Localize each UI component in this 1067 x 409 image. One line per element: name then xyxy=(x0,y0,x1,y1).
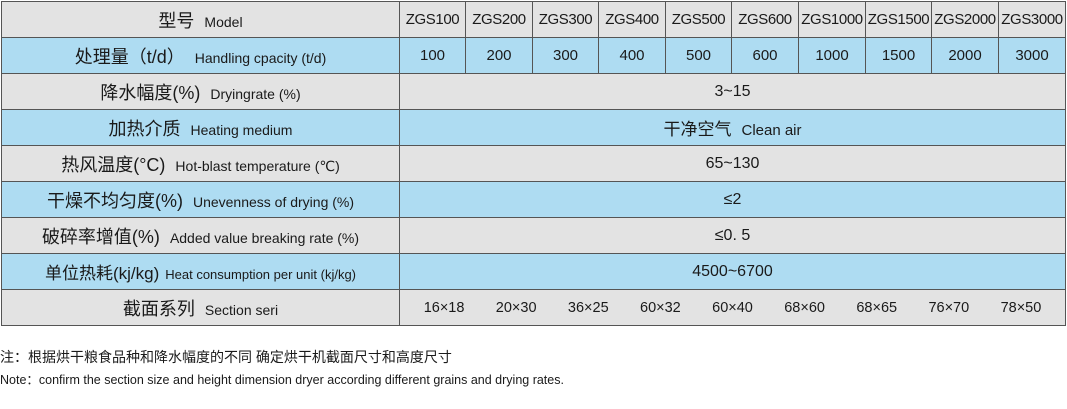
section-size: 78×50 xyxy=(1000,299,1042,316)
capacity-cell: 2000 xyxy=(931,37,999,74)
row-hot-blast-temperature: 热风温度(°C) Hot-blast temperature (℃) 65~130 xyxy=(1,145,1066,182)
label-drying-rate: 降水幅度(%) Dryingrate (%) xyxy=(1,73,400,110)
row-breaking-rate: 破碎率增值(%) Added value breaking rate (%) ≤0… xyxy=(1,217,1066,254)
label-unevenness: 干燥不均匀度(%) Unevenness of drying (%) xyxy=(1,181,400,218)
model-cell: ZGS1500 xyxy=(865,1,932,38)
label-capacity: 处理量（t/d） Handling cpacity (t/d) xyxy=(1,37,400,74)
note-cn: 注：根据烘干粮食品种和降水幅度的不同 确定烘干机截面尺寸和高度尺寸 xyxy=(0,349,452,365)
row-capacity: 处理量（t/d） Handling cpacity (t/d) 100 200 3… xyxy=(1,37,1066,74)
row-heat-consumption: 单位热耗(kj/kg) Heat consumption per unit (kj… xyxy=(1,253,1066,290)
model-cell: ZGS200 xyxy=(465,1,533,38)
label-heating-medium: 加热介质 Heating medium xyxy=(1,109,400,146)
row-section: 截面系列 Section seri 16×18 20×30 36×25 60×32… xyxy=(1,289,1066,326)
capacity-cell: 200 xyxy=(465,37,533,74)
label-model: 型号 Model xyxy=(1,1,400,38)
capacity-cell: 1000 xyxy=(798,37,866,74)
note-en: Note：confirm the section size and height… xyxy=(0,373,564,387)
spec-table: 型号 Model ZGS100 ZGS200 ZGS300 ZGS400 ZGS5… xyxy=(1,1,1066,326)
section-size: 16×18 xyxy=(423,299,465,316)
section-size: 60×40 xyxy=(712,299,753,316)
label-section: 截面系列 Section seri xyxy=(1,289,400,326)
model-cell: ZGS400 xyxy=(598,1,666,38)
capacity-cell: 600 xyxy=(731,37,799,74)
section-size: 36×25 xyxy=(567,299,609,316)
model-cell: ZGS3000 xyxy=(998,1,1066,38)
label-hot-blast-temperature: 热风温度(°C) Hot-blast temperature (℃) xyxy=(1,145,400,182)
capacity-cell: 100 xyxy=(399,37,466,74)
model-cell: ZGS1000 xyxy=(798,1,866,38)
label-heat-consumption: 单位热耗(kj/kg) Heat consumption per unit (kj… xyxy=(1,253,400,290)
label-breaking-rate: 破碎率增值(%) Added value breaking rate (%) xyxy=(1,217,400,254)
heating-medium-value: 干净空气 Clean air xyxy=(399,109,1066,146)
capacity-cell: 3000 xyxy=(998,37,1066,74)
section-size: 68×60 xyxy=(784,299,825,316)
row-drying-rate: 降水幅度(%) Dryingrate (%) 3~15 xyxy=(1,73,1066,110)
hot-blast-temperature-value: 65~130 xyxy=(399,145,1066,182)
heat-consumption-value: 4500~6700 xyxy=(399,253,1066,290)
row-heating-medium: 加热介质 Heating medium 干净空气 Clean air xyxy=(1,109,1066,146)
section-size: 60×32 xyxy=(640,299,681,316)
capacity-cell: 500 xyxy=(665,37,732,74)
row-unevenness: 干燥不均匀度(%) Unevenness of drying (%) ≤2 xyxy=(1,181,1066,218)
model-cell: ZGS100 xyxy=(399,1,466,38)
model-cell: ZGS600 xyxy=(731,1,799,38)
section-series-cell: 16×18 20×30 36×25 60×32 60×40 68×60 68×6… xyxy=(399,289,1066,326)
capacity-cell: 300 xyxy=(532,37,599,74)
section-size: 76×70 xyxy=(928,299,970,316)
model-cell: ZGS300 xyxy=(532,1,599,38)
breaking-rate-value: ≤0. 5 xyxy=(399,217,1066,254)
section-size: 68×65 xyxy=(856,299,898,316)
unevenness-value: ≤2 xyxy=(399,181,1066,218)
capacity-cell: 1500 xyxy=(865,37,932,74)
drying-rate-value: 3~15 xyxy=(399,73,1066,110)
capacity-cell: 400 xyxy=(598,37,666,74)
row-model: 型号 Model ZGS100 ZGS200 ZGS300 ZGS400 ZGS5… xyxy=(1,1,1066,38)
model-cell: ZGS500 xyxy=(665,1,732,38)
model-cell: ZGS2000 xyxy=(931,1,999,38)
section-size: 20×30 xyxy=(495,299,537,316)
